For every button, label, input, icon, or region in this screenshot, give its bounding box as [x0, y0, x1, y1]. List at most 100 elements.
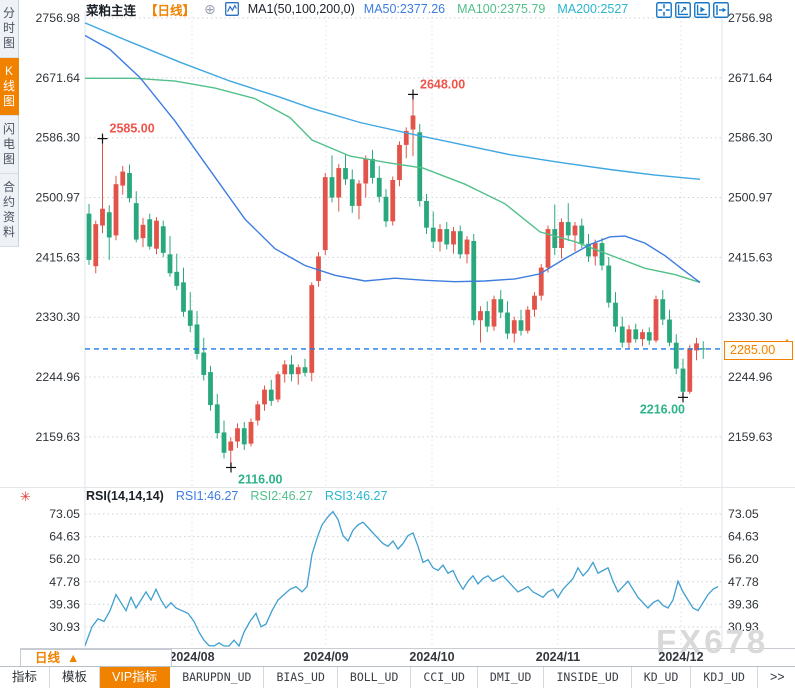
candle: [694, 337, 699, 361]
y-axis-label: 2244.96: [728, 370, 773, 384]
ma-legend-item: MA100:2375.79: [457, 2, 546, 16]
candle: [194, 311, 200, 360]
rsi-axis-label: 47.78: [49, 575, 80, 589]
chart-header: 菜粕主连 【日线】 ⊕ MA1(50,100,200,0) MA50:2377.…: [86, 0, 628, 18]
candle: [255, 400, 261, 426]
axis-play-icon[interactable]: [694, 2, 710, 18]
candle: [417, 123, 423, 207]
candle: [241, 421, 247, 450]
x-axis-label: 2024/12: [658, 650, 704, 664]
ma100-line: [85, 77, 701, 284]
candle: [181, 267, 186, 317]
candle: [86, 203, 92, 265]
candle: [424, 194, 429, 234]
svg-text:2116.00: 2116.00: [238, 472, 283, 486]
crosshair-icon[interactable]: [656, 2, 672, 18]
rsi-legend-item: RSI1:46.27: [175, 489, 239, 503]
candle: [356, 179, 362, 220]
ma-legend-item: MA200:2527: [557, 2, 629, 16]
candle: [660, 290, 666, 326]
date-axis: 2024/08 2024/09 2024/10 2024/11 2024/12: [0, 650, 795, 666]
sidebar-tab-闪电图[interactable]: 闪电图: [0, 116, 19, 174]
chevron-up-icon: ▲: [67, 651, 80, 665]
candle: [370, 149, 375, 184]
toolbar-item-KDJ_UD[interactable]: KDJ_UD: [691, 667, 758, 688]
rsi-axis-label: 56.20: [49, 552, 80, 566]
candle: [93, 220, 99, 274]
candle: [552, 204, 558, 256]
rsi-axis-label: 30.93: [728, 620, 759, 634]
toolbar-item-DMI_UD[interactable]: DMI_UD: [478, 667, 545, 688]
candle: [653, 295, 659, 343]
sidebar-tab-分时图[interactable]: 分时图: [0, 0, 19, 58]
candle: [390, 176, 396, 226]
svg-text:2585.00: 2585.00: [110, 122, 155, 136]
candle: [505, 301, 510, 340]
y-axis-label: 2586.30: [36, 131, 81, 145]
candle: [599, 238, 605, 271]
candle: [106, 205, 112, 260]
candle: [572, 222, 578, 252]
ma-legend: MA50:2377.26 MA100:2375.79 MA200:2527: [364, 2, 628, 16]
candle: [491, 295, 497, 331]
candle: [464, 236, 470, 264]
ma200-line: [85, 22, 701, 180]
add-indicator-icon[interactable]: ⊕: [204, 0, 216, 17]
toolbar-item->>[interactable]: >>: [758, 667, 795, 688]
period-tag: 【日线】: [145, 3, 196, 18]
pan-right-icon[interactable]: [713, 2, 729, 18]
candle: [113, 175, 119, 241]
candle: [626, 325, 632, 350]
candle: [363, 155, 369, 198]
candle: [167, 236, 173, 277]
toolbar-item-BARUPDN_UD[interactable]: BARUPDN_UD: [170, 667, 265, 688]
toolbar-item-BIAS_UD[interactable]: BIAS_UD: [264, 667, 338, 688]
candle: [235, 423, 240, 448]
candle: [160, 220, 166, 258]
candle: [133, 191, 139, 243]
y-axis-label: 2415.63: [36, 250, 81, 264]
candle: [221, 420, 227, 459]
price-annotation: 2216.00: [640, 392, 688, 416]
ma-formula: MA1(50,100,200,0): [247, 2, 355, 16]
candle: [619, 316, 625, 348]
candle: [451, 226, 456, 254]
candle: [680, 358, 686, 398]
toolbar-item-INSIDE_UD[interactable]: INSIDE_UD: [544, 667, 632, 688]
toolbar-item-CCI_UD[interactable]: CCI_UD: [411, 667, 478, 688]
toolbar-item-VIP指标[interactable]: VIP指标: [100, 667, 171, 688]
candle: [302, 358, 308, 377]
candle: [376, 165, 382, 203]
candle: [484, 301, 490, 333]
rsi-line: [85, 510, 719, 647]
axis-zoom-icon[interactable]: [675, 2, 691, 18]
candle: [606, 257, 612, 308]
chart-style-icon[interactable]: [224, 2, 239, 16]
y-axis-label: 2159.63: [728, 430, 773, 444]
candle: [140, 217, 146, 248]
candle: [437, 224, 443, 252]
candle: [268, 379, 274, 406]
toolbar-item-模板[interactable]: 模板: [50, 667, 101, 688]
candle: [471, 233, 477, 326]
y-axis-label: 2756.98: [728, 11, 773, 25]
svg-text:2648.00: 2648.00: [420, 77, 465, 91]
candle: [349, 169, 355, 213]
candle: [646, 327, 652, 345]
toolbar-item-指标[interactable]: 指标: [0, 667, 51, 688]
candle: [613, 292, 618, 333]
candle: [687, 344, 693, 394]
y-axis-label: 2671.64: [36, 71, 81, 85]
svg-text:2216.00: 2216.00: [640, 402, 685, 416]
period-selector[interactable]: 日线 ▲: [20, 649, 172, 667]
candle: [322, 172, 328, 256]
indicator-toolbar: 指标 模板 VIP指标 BARUPDN_UD BIAS_UD BOLL_UD CCI_UD D…: [0, 666, 795, 688]
candle: [457, 225, 463, 259]
toolbar-item-KD_UD[interactable]: KD_UD: [632, 667, 692, 688]
candle: [309, 282, 315, 382]
sidebar-tab-合约资料[interactable]: 合约资料: [0, 174, 19, 247]
toolbar-item-BOLL_UD[interactable]: BOLL_UD: [338, 667, 412, 688]
indicator-settings-icon[interactable]: ✳: [20, 489, 31, 504]
